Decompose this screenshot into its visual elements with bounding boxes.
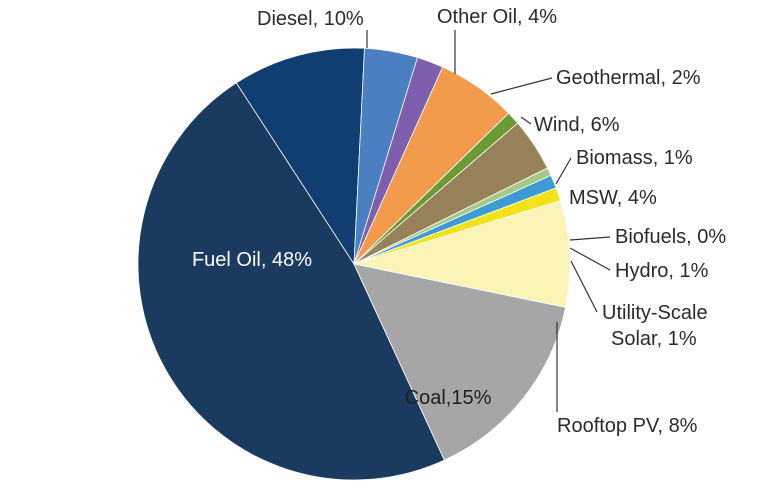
label-rooftop-pv: Rooftop PV, 8% [557,415,698,437]
label-fuel-oil: Fuel Oil, 48% [192,249,312,271]
label-biomass: Biomass, 1% [576,147,693,169]
label-msw: MSW, 4% [569,187,657,209]
label-hydro: Hydro, 1% [615,260,709,282]
leader-line-wind [520,116,532,125]
label-wind: Wind, 6% [534,114,620,136]
slice-fuel-oil [137,82,445,481]
slice-diesel [235,47,365,266]
leader-line-biomass [555,157,572,185]
leader-line-hydro [569,247,611,271]
label-utility-scale-solar-line-1: Utility-Scale [602,302,708,324]
label-coal: Coal,15% [405,387,492,409]
leader-line-biofuels [569,236,611,241]
label-geothermal: Geothermal, 2% [556,67,701,89]
label-utility-scale-solar-line-2: Solar, 1% [611,328,697,350]
label-diesel: Diesel, 10% [257,8,364,30]
slice-rooftop-pv [353,200,571,308]
pie-slices [137,47,571,481]
leader-line-geothermal [490,77,553,95]
slice-coal [353,263,567,461]
slice-labels: Fuel Oil, 48% Diesel, 10% Other Oil, 4% Geo… [192,6,726,437]
label-biofuels: Biofuels, 0% [615,226,726,248]
leader-line-utility-scale-solar [570,260,598,313]
leader-lines [366,30,611,412]
label-other-oil: Other Oil, 4% [437,6,557,28]
